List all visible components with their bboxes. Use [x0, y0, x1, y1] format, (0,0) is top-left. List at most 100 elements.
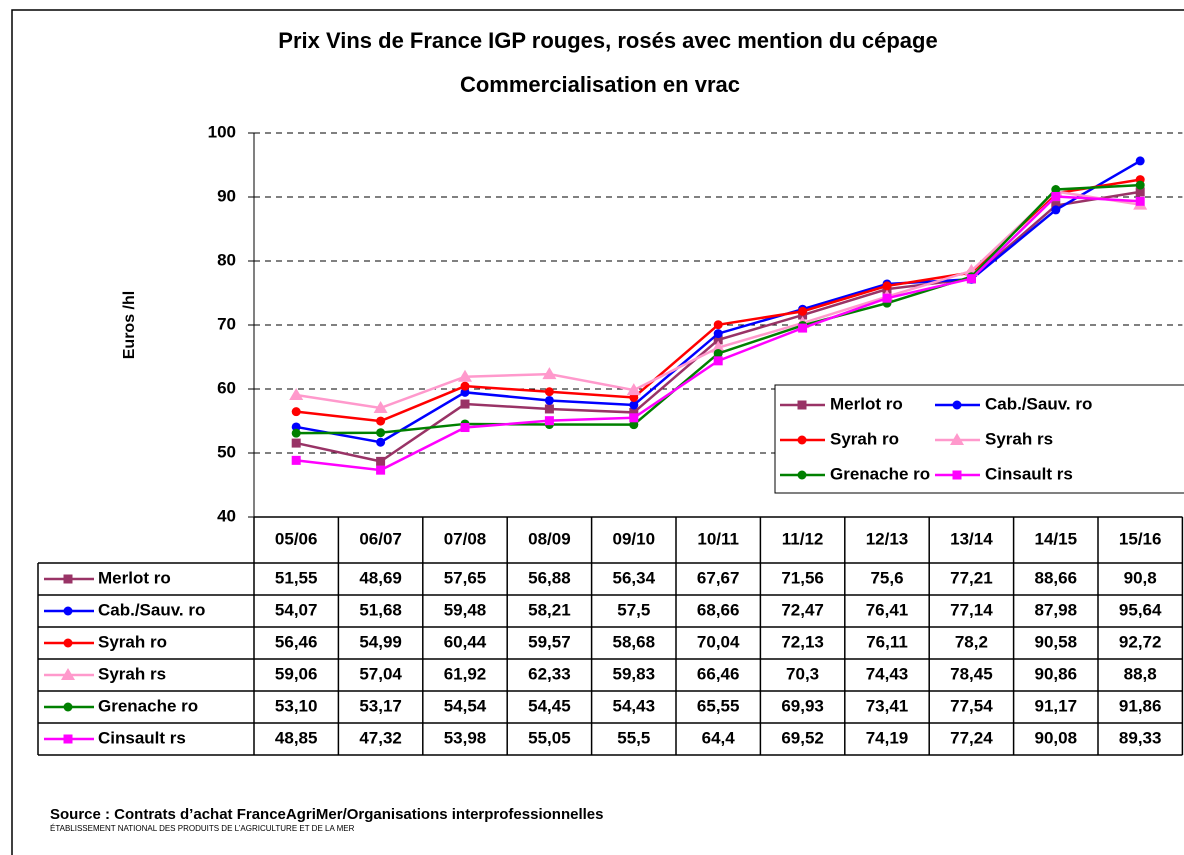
data-point — [1135, 187, 1145, 197]
x-tick-label: 12/13 — [866, 529, 909, 548]
legend-label: Cinsault rs — [985, 464, 1073, 483]
table-value: 90,58 — [1035, 632, 1078, 651]
data-point — [1135, 180, 1145, 190]
legend-marker — [61, 668, 75, 680]
data-point — [1051, 205, 1061, 215]
table-value: 67,67 — [697, 568, 740, 587]
table-value: 76,41 — [866, 600, 909, 619]
data-point — [544, 404, 554, 414]
data-point — [291, 438, 301, 448]
data-point — [882, 281, 892, 291]
data-point — [460, 423, 470, 433]
table-value: 91,86 — [1119, 696, 1162, 715]
data-point — [291, 428, 301, 438]
table-value: 53,10 — [275, 696, 318, 715]
table-value: 57,04 — [359, 664, 402, 683]
data-point — [713, 329, 723, 339]
data-point — [373, 400, 388, 413]
data-point — [629, 407, 639, 417]
legend-label: Grenache ro — [830, 464, 930, 483]
table-value: 74,19 — [866, 728, 909, 747]
table-value: 56,88 — [528, 568, 571, 587]
table-value: 59,57 — [528, 632, 571, 651]
table-value: 69,93 — [781, 696, 824, 715]
row-label: Syrah rs — [98, 664, 166, 683]
data-point — [1051, 191, 1061, 201]
table-value: 64,4 — [702, 728, 736, 747]
legend-label: Cab./Sauv. ro — [985, 394, 1092, 413]
table-value: 72,47 — [781, 600, 824, 619]
table-value: 77,24 — [950, 728, 993, 747]
table-value: 60,44 — [444, 632, 487, 651]
data-point — [713, 348, 723, 358]
data-point — [289, 388, 304, 401]
x-tick-label: 07/08 — [444, 529, 487, 548]
data-point — [713, 356, 723, 366]
data-point — [882, 293, 892, 303]
data-point — [291, 407, 301, 417]
row-label: Grenache ro — [98, 696, 198, 715]
table-value: 91,17 — [1035, 696, 1078, 715]
data-point — [629, 400, 639, 410]
x-tick-label: 11/12 — [782, 529, 824, 548]
y-tick-label: 40 — [217, 506, 236, 525]
table-value: 77,54 — [950, 696, 993, 715]
table-value: 54,99 — [359, 632, 402, 651]
table-value: 68,66 — [697, 600, 740, 619]
legend-marker — [952, 470, 962, 480]
table-value: 90,86 — [1035, 664, 1078, 683]
table-value: 54,07 — [275, 600, 318, 619]
data-point — [629, 413, 639, 423]
table-value: 54,45 — [528, 696, 571, 715]
data-point — [544, 387, 554, 397]
table-value: 56,34 — [613, 568, 656, 587]
table-value: 92,72 — [1119, 632, 1162, 651]
legend-label: Syrah ro — [830, 429, 899, 448]
table-value: 78,2 — [955, 632, 988, 651]
table-value: 69,52 — [781, 728, 824, 747]
table-value: 66,46 — [697, 664, 740, 683]
table-value: 56,46 — [275, 632, 318, 651]
table-value: 61,92 — [444, 664, 487, 683]
x-tick-label: 15/16 — [1119, 529, 1162, 548]
table-value: 75,6 — [870, 568, 903, 587]
data-point — [713, 320, 723, 330]
table-value: 70,3 — [786, 664, 819, 683]
table-value: 62,33 — [528, 664, 571, 683]
data-point — [544, 395, 554, 405]
table-value: 95,64 — [1119, 600, 1162, 619]
y-axis-label: Euros /hl — [121, 291, 138, 359]
table-value: 51,68 — [359, 600, 402, 619]
x-tick-label: 09/10 — [613, 529, 656, 548]
x-tick-label: 10/11 — [697, 529, 739, 548]
legend-marker — [63, 702, 73, 712]
legend-marker — [63, 574, 73, 584]
table-value: 57,65 — [444, 568, 487, 587]
data-point — [711, 340, 726, 353]
legend-marker — [797, 470, 807, 480]
chart-subtitle: Commercialisation en vrac — [460, 72, 740, 97]
data-point — [460, 399, 470, 409]
legend-marker — [63, 606, 73, 616]
table-value: 90,08 — [1035, 728, 1078, 747]
table-value: 71,56 — [781, 568, 824, 587]
y-tick-label: 50 — [217, 442, 236, 461]
table-value: 58,21 — [528, 600, 571, 619]
table-value: 78,45 — [950, 664, 993, 683]
table-value: 53,17 — [359, 696, 402, 715]
data-point — [1135, 196, 1145, 206]
table-value: 57,5 — [617, 600, 650, 619]
data-point — [629, 392, 639, 402]
table-value: 47,32 — [359, 728, 402, 747]
legend-label: Merlot ro — [830, 394, 903, 413]
x-tick-label: 06/07 — [359, 529, 402, 548]
legend-marker — [797, 400, 807, 410]
data-point — [626, 383, 641, 396]
table-value: 48,85 — [275, 728, 318, 747]
data-point — [376, 456, 386, 466]
table-value: 54,43 — [613, 696, 656, 715]
table-value: 77,14 — [950, 600, 993, 619]
table-value: 74,43 — [866, 664, 909, 683]
y-tick-label: 80 — [217, 250, 236, 269]
table-value: 55,5 — [617, 728, 650, 747]
